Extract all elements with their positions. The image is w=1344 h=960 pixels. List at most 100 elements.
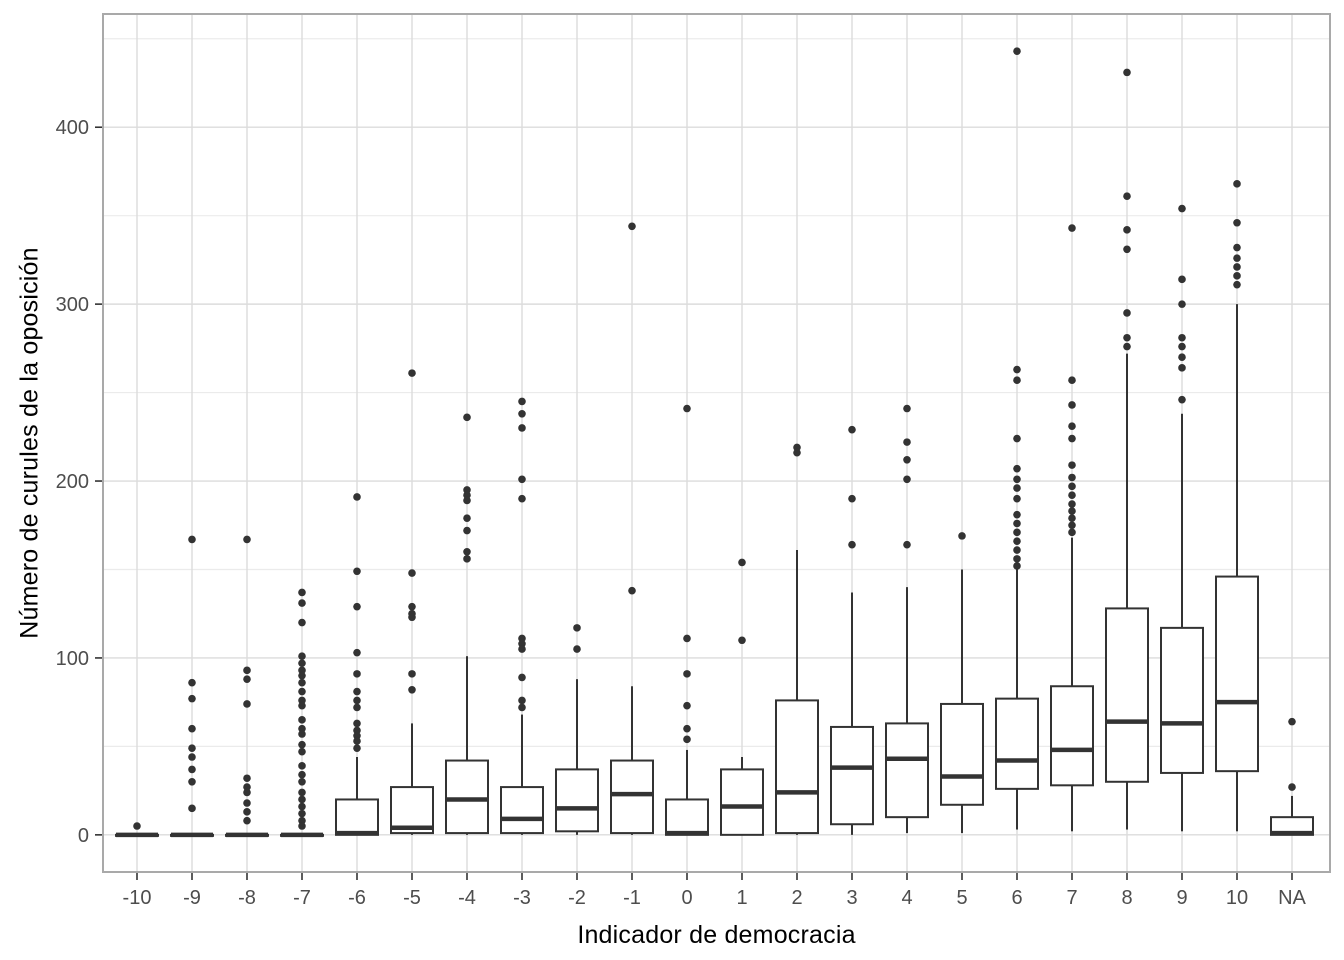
outlier-dot (518, 645, 526, 653)
outlier-dot (1068, 422, 1076, 430)
outlier-dot (463, 514, 471, 522)
outlier-dot (1288, 717, 1296, 726)
outlier-dot (298, 777, 306, 786)
x-tick-label: 6 (1011, 887, 1022, 909)
outlier-dot (298, 696, 306, 705)
box-rect--6 (335, 798, 379, 836)
outlier-dot (298, 762, 306, 770)
outlier-dot (1068, 401, 1076, 409)
outlier-dot (1013, 376, 1021, 384)
outlier-dot (518, 424, 526, 432)
box-rect-2 (775, 699, 819, 835)
outlier-dot (298, 788, 306, 797)
outlier-dot (298, 652, 306, 660)
outlier-dot (188, 694, 196, 703)
x-tick-label: 8 (1121, 887, 1132, 909)
x-tick-label: 2 (791, 887, 802, 909)
outlier-dot (243, 788, 251, 797)
outlier-dot (1123, 309, 1131, 317)
outlier-dot (518, 410, 526, 418)
outlier-dot (1123, 226, 1131, 234)
outlier-dot (353, 602, 361, 611)
outlier-dot (1288, 783, 1296, 791)
outlier-dot (243, 799, 251, 807)
box-rect-5 (940, 702, 984, 806)
outlier-dot (243, 700, 251, 708)
outlier-dot (353, 648, 361, 657)
x-tick-label: -5 (403, 887, 421, 909)
outlier-dot (188, 535, 196, 544)
x-tick-label: -6 (348, 887, 366, 909)
outlier-dot (628, 222, 636, 231)
outlier-dot (793, 443, 801, 452)
outlier-dot (243, 774, 251, 783)
outlier-dot (298, 659, 306, 668)
x-tick-label: NA (1278, 887, 1306, 909)
box-rect--2 (555, 768, 599, 833)
outlier-dot (463, 486, 471, 494)
outlier-dot (1013, 510, 1021, 519)
outlier-dot (1233, 254, 1241, 262)
outlier-dot (1178, 204, 1186, 213)
outlier-dot (1068, 500, 1076, 508)
outlier-dot (1068, 491, 1076, 499)
outlier-dot (518, 494, 526, 503)
outlier-dot (353, 726, 361, 735)
outlier-dot (1013, 528, 1021, 537)
outlier-dot (683, 670, 691, 678)
panel-border (102, 13, 1331, 873)
box-rect--1 (610, 759, 654, 835)
outlier-dot (628, 586, 636, 595)
outlier-dot (848, 540, 856, 549)
outlier-dot (1068, 521, 1076, 530)
outlier-dot (353, 737, 361, 745)
outlier-dot (298, 701, 306, 710)
outlier-dot (1123, 245, 1131, 254)
outlier-dot (518, 397, 526, 406)
outlier-dot (353, 731, 361, 740)
outlier-dot (518, 696, 526, 705)
outlier-dot (243, 535, 251, 544)
outlier-dot (683, 735, 691, 744)
outlier-dot (903, 456, 911, 464)
outlier-dot (408, 569, 416, 577)
outlier-dot (848, 494, 856, 503)
outlier-dot (1123, 68, 1131, 77)
outlier-dot (518, 703, 526, 712)
x-tick-label: 1 (736, 887, 747, 909)
outlier-dot (298, 822, 306, 830)
y-tick-label: 300 (56, 294, 89, 316)
outlier-dot (1233, 243, 1241, 252)
outlier-dot (1013, 47, 1021, 55)
box-rect--3 (500, 786, 544, 835)
x-tick-label: 5 (956, 887, 967, 909)
outlier-dot (463, 413, 471, 422)
outlier-dot (298, 618, 306, 627)
y-tick-label: 400 (56, 117, 89, 139)
outlier-dot (518, 639, 526, 648)
outlier-dot (463, 555, 471, 563)
y-tick-label: 100 (56, 648, 89, 670)
outlier-dot (1013, 434, 1021, 443)
outlier-dot (1068, 528, 1076, 537)
outlier-dot (298, 816, 306, 825)
outlier-dot (1013, 546, 1021, 554)
outlier-dot (1178, 300, 1186, 308)
outlier-dot (903, 540, 911, 549)
x-tick-label: -2 (568, 887, 586, 909)
outlier-dot (683, 404, 691, 413)
outlier-dot (243, 816, 251, 825)
x-tick-label: 0 (681, 887, 692, 909)
outlier-dot (683, 634, 691, 643)
outlier-dot (408, 602, 416, 611)
outlier-dot (463, 491, 471, 499)
box-rect--4 (445, 759, 489, 835)
outlier-dot (298, 802, 306, 811)
outlier-dot (353, 719, 361, 728)
outlier-dot (298, 678, 306, 687)
outlier-dot (1013, 562, 1021, 570)
outlier-dot (353, 493, 361, 501)
outlier-dot (573, 624, 581, 632)
outlier-dot (738, 558, 746, 567)
